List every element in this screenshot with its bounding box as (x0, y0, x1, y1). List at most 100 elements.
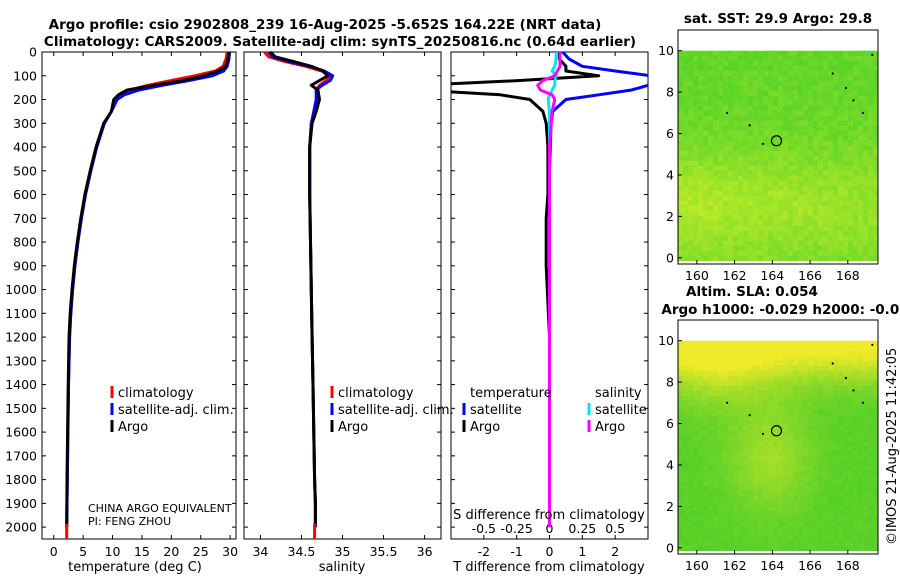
heatmap-cell (803, 430, 809, 437)
heatmap-cell (833, 350, 839, 357)
heatmap-cell (718, 430, 724, 437)
heatmap-cell (678, 245, 684, 252)
heatmap-cell (708, 380, 714, 387)
heatmap-cell (718, 50, 724, 57)
heatmap-cell (728, 150, 734, 157)
heatmap-cell (753, 85, 759, 92)
heatmap-cell (728, 535, 734, 542)
heatmap-cell (738, 385, 744, 392)
heatmap-cell (713, 525, 719, 532)
heatmap-cell (813, 245, 819, 252)
heatmap-cell (808, 205, 814, 212)
heatmap-cell (868, 165, 874, 172)
heatmap-cell (793, 95, 799, 102)
heatmap-cell (683, 60, 689, 67)
heatmap-cell (868, 425, 874, 432)
heatmap-cell (798, 115, 804, 122)
heatmap-cell (748, 510, 754, 517)
heatmap-cell (828, 95, 834, 102)
heatmap-cell (768, 220, 774, 227)
heatmap-cell (868, 100, 874, 107)
heatmap-cell (858, 495, 864, 502)
heatmap-cell (763, 355, 769, 362)
legend-label-s-argo: Argo (595, 420, 625, 435)
heatmap-cell (743, 130, 749, 137)
heatmap-cell (683, 255, 689, 262)
heatmap-cell (693, 230, 699, 237)
heatmap-cell (843, 160, 849, 167)
heatmap-cell (708, 430, 714, 437)
heatmap-cell (793, 500, 799, 507)
heatmap-cell (793, 405, 799, 412)
heatmap-cell (678, 215, 684, 222)
heatmap-cell (853, 185, 859, 192)
heatmap-cell (708, 155, 714, 162)
heatmap-cell (703, 345, 709, 352)
heatmap-cell (723, 140, 729, 147)
heatmap-cell (783, 395, 789, 402)
heatmap-cell (693, 535, 699, 542)
heatmap-cell (803, 60, 809, 67)
heatmap-cell (683, 150, 689, 157)
heatmap-cell (838, 240, 844, 247)
heatmap-cell (703, 70, 709, 77)
heatmap-cell (723, 370, 729, 377)
heatmap-cell (768, 390, 774, 397)
heatmap-cell (818, 155, 824, 162)
heatmap-cell (823, 465, 829, 472)
series-line-temperature-satellite (548, 52, 648, 528)
heatmap-cell (778, 110, 784, 117)
heatmap-cell (788, 250, 794, 257)
heatmap-cell (683, 185, 689, 192)
heatmap-cell (708, 395, 714, 402)
heatmap-cell (803, 160, 809, 167)
heatmap-cell (818, 160, 824, 167)
heatmap-cell (683, 215, 689, 222)
heatmap-cell (793, 65, 799, 72)
heatmap-cell (698, 405, 704, 412)
heatmap-cell (743, 495, 749, 502)
heatmap-cell (708, 415, 714, 422)
heatmap-cell (823, 115, 829, 122)
heatmap-cell (803, 445, 809, 452)
heatmap-cell (743, 80, 749, 87)
heatmap-cell (848, 400, 854, 407)
heatmap-cell (698, 485, 704, 492)
heatmap-cell (858, 340, 864, 347)
heatmap-cell (808, 150, 814, 157)
heatmap-cell (748, 225, 754, 232)
heatmap-cell (768, 175, 774, 182)
heatmap-cell (768, 340, 774, 347)
heatmap-cell (833, 530, 839, 537)
heatmap-cell (843, 195, 849, 202)
heatmap-cell (738, 395, 744, 402)
heatmap-cell (808, 450, 814, 457)
heatmap-cell (723, 60, 729, 67)
heatmap-cell (768, 490, 774, 497)
heatmap-cell (853, 90, 859, 97)
series-line-climatology (65, 51, 229, 528)
heatmap-cell (803, 360, 809, 367)
heatmap-cell (828, 380, 834, 387)
heatmap-cell (683, 425, 689, 432)
heatmap-cell (818, 210, 824, 217)
series-line-temperature-argo (451, 52, 601, 528)
heatmap-cell (748, 380, 754, 387)
heatmap-cell (733, 470, 739, 477)
heatmap-cell (843, 515, 849, 522)
heatmap-cell (853, 450, 859, 457)
heatmap-cell (863, 470, 869, 477)
heatmap-cell (733, 150, 739, 157)
heatmap-cell (733, 420, 739, 427)
heatmap-cell (718, 130, 724, 137)
heatmap-cell (818, 435, 824, 442)
heatmap-cell (723, 525, 729, 532)
y-tick-label: 4 (666, 457, 674, 472)
heatmap-cell (793, 90, 799, 97)
heatmap-cell (763, 375, 769, 382)
heatmap-cell (813, 80, 819, 87)
heatmap-cell (768, 355, 774, 362)
heatmap-cell (828, 355, 834, 362)
heatmap-cell (698, 460, 704, 467)
heatmap-cell (728, 345, 734, 352)
